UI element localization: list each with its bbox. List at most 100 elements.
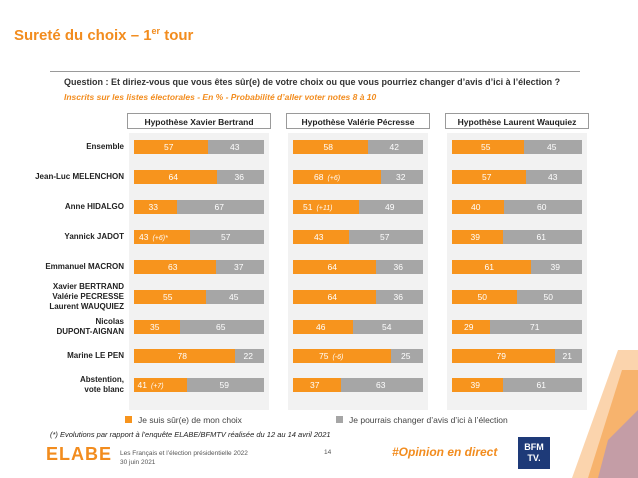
bar-sure	[452, 349, 555, 363]
row-label: Anne HIDALGO	[14, 202, 124, 212]
value-number: 78	[177, 351, 187, 361]
value-number: 61	[484, 262, 494, 272]
bar-row: 55 45	[452, 140, 582, 154]
value-label-sure: 58	[324, 140, 333, 154]
value-label-change: 60	[537, 202, 547, 212]
bar-sure	[293, 290, 376, 304]
value-label-sure: 37	[310, 378, 319, 392]
value-label-change: 63	[376, 380, 386, 390]
bar-row: 79 21	[452, 349, 582, 363]
value-label-sure: 55	[481, 140, 490, 154]
bar-sure	[293, 170, 381, 184]
value-number: 64	[327, 262, 337, 272]
bar-row: 39 61	[452, 230, 582, 244]
value-label-change: 21	[562, 351, 572, 361]
evolution-label: (+7)	[150, 383, 164, 390]
value-label-change: 22	[243, 351, 253, 361]
legend-item-sure: Je suis sûr(e) de mon choix	[125, 415, 242, 425]
value-number: 35	[150, 322, 160, 332]
bar-sure	[293, 260, 376, 274]
bar-row: 63 37	[134, 260, 264, 274]
legend-label-change: Je pourrais changer d’avis d’ici à l’éle…	[349, 415, 508, 425]
value-number: 43	[314, 232, 324, 242]
row-label-line: Marine LE PEN	[67, 351, 124, 360]
value-number: 64	[168, 172, 178, 182]
value-label-sure: 75 (-6)	[319, 349, 343, 363]
bar-sure	[452, 170, 526, 184]
bar-row: 57 43	[452, 170, 582, 184]
value-label-change: 43	[548, 172, 558, 182]
bar-change	[341, 378, 423, 392]
bar-change	[235, 349, 264, 363]
bar-row: 55 45	[134, 290, 264, 304]
value-label-sure: 41 (+7)	[138, 378, 164, 392]
value-number: 46	[316, 322, 326, 332]
value-number: 50	[477, 292, 487, 302]
legend-swatch-sure	[125, 416, 132, 423]
value-number: 57	[482, 172, 492, 182]
bar-sure	[134, 140, 208, 154]
value-number: 57	[164, 142, 174, 152]
evolution-label: (+11)	[316, 205, 333, 212]
slide-title: Sureté du choix – 1er tour	[14, 26, 194, 44]
value-label-sure: 33	[149, 200, 158, 214]
bar-change	[376, 260, 423, 274]
bfm-logo-text: BFM	[524, 442, 544, 452]
elabe-logo: ELABE	[46, 444, 113, 464]
bar-row: 33 67	[134, 200, 264, 214]
value-label-change: 61	[536, 380, 546, 390]
bar-row: 58 42	[293, 140, 423, 154]
legend-swatch-change	[336, 416, 343, 423]
value-number: 37	[310, 380, 320, 390]
value-label-change: 36	[393, 292, 403, 302]
question-text: Question : Et diriez-vous que vous êtes …	[64, 77, 561, 87]
bar-change	[503, 230, 582, 244]
bar-change	[490, 320, 582, 334]
bar-change	[517, 290, 582, 304]
evolution-label: (+6)	[327, 175, 341, 182]
bar-row: 39 61	[452, 378, 582, 392]
bar-sure	[293, 320, 353, 334]
bar-change	[526, 170, 582, 184]
bar-row: 29 71	[452, 320, 582, 334]
bar-change	[368, 140, 423, 154]
value-label-sure: 57	[164, 140, 173, 154]
footer-source-date: 30 juin 2021	[120, 459, 156, 466]
value-number: 33	[148, 202, 158, 212]
bar-sure	[134, 378, 187, 392]
bar-sure	[134, 260, 216, 274]
value-number: 41	[137, 380, 147, 390]
bar-row: 46 54	[293, 320, 423, 334]
bar-row: 41 (+7) 59	[134, 378, 264, 392]
panel-title-2: Hypothèse Laurent Wauquiez	[445, 113, 589, 129]
title-divider	[50, 71, 580, 72]
value-number: 51	[303, 202, 313, 212]
bar-change	[504, 200, 582, 214]
value-label-sure: 64	[328, 260, 337, 274]
value-label-sure: 51 (+11)	[303, 200, 333, 214]
bar-row: 64 36	[134, 170, 264, 184]
bar-row: 78 22	[134, 349, 264, 363]
bar-row: 61 39	[452, 260, 582, 274]
value-label-sure: 39	[471, 230, 480, 244]
row-label: Yannick JADOT	[14, 232, 124, 242]
value-label-sure: 35	[150, 320, 159, 334]
bar-sure	[134, 349, 235, 363]
value-label-change: 59	[219, 380, 229, 390]
value-label-change: 36	[234, 172, 244, 182]
value-label-sure: 64	[328, 290, 337, 304]
bar-change	[349, 230, 423, 244]
bar-change	[190, 230, 264, 244]
bar-change	[216, 260, 264, 274]
row-label-line: Ensemble	[86, 142, 124, 151]
value-label-change: 61	[536, 232, 546, 242]
bar-change	[353, 320, 423, 334]
bar-row: 43 (+6)* 57	[134, 230, 264, 244]
bar-change	[391, 349, 423, 363]
value-label-change: 43	[230, 142, 240, 152]
bar-sure	[134, 170, 217, 184]
bar-row: 57 43	[134, 140, 264, 154]
evolution-label: (+6)*	[152, 235, 168, 242]
value-number: 43	[139, 232, 149, 242]
row-label: Marine LE PEN	[14, 351, 124, 361]
